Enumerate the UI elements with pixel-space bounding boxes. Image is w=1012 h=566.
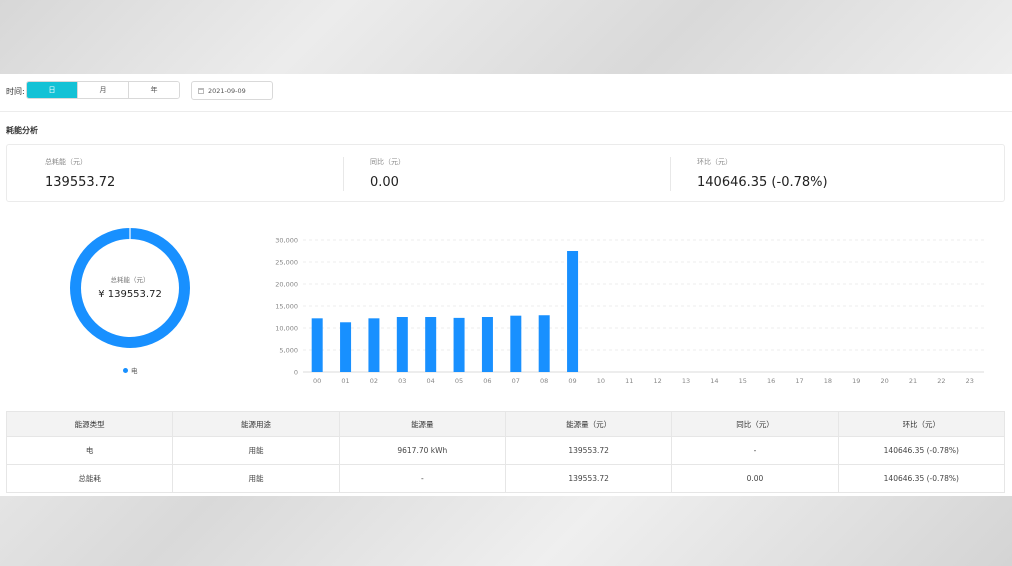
time-label: 时间: <box>6 87 25 96</box>
table-cell: 140646.35 (-0.78%) <box>837 436 1006 465</box>
x-tick-label: 04 <box>427 377 435 385</box>
period-selector: 日 月 年 <box>26 81 180 99</box>
x-tick-label: 14 <box>710 377 718 385</box>
bar[interactable] <box>510 315 522 372</box>
x-tick-label: 22 <box>937 377 945 385</box>
donut-slice <box>70 228 190 348</box>
y-tick-label: 30,000 <box>275 237 298 245</box>
energy-analysis-panel: 时间: 日 月 年 2021-09-09 耗能分析 总耗能（元） 139553.… <box>0 74 1012 496</box>
table-header-row: 能源类型 能源用途 能源量 能源量（元） 同比（元） 环比（元） <box>5 411 1006 437</box>
bar[interactable] <box>311 318 323 372</box>
col-header: 能源用途 <box>172 411 340 437</box>
y-tick-label: 15,000 <box>275 303 298 311</box>
col-header: 能源量（元） <box>504 411 673 437</box>
bar[interactable] <box>453 317 465 372</box>
date-picker[interactable]: 2021-09-09 <box>191 81 273 100</box>
bar[interactable] <box>538 315 550 372</box>
table-cell: 139553.72 <box>504 436 673 465</box>
bar[interactable] <box>340 322 352 372</box>
stat-yoy: 同比（元） 0.00 <box>343 145 670 201</box>
x-tick-label: 11 <box>625 377 633 385</box>
donut-ring <box>70 227 190 348</box>
x-tick-label: 21 <box>909 377 917 385</box>
divider <box>670 157 671 191</box>
x-tick-label: 17 <box>795 377 803 385</box>
hourly-bar-chart: 0 5,000 10,000 15,000 20,000 25,000 30,000 00 01… <box>275 237 984 385</box>
y-tick-label: 20,000 <box>275 281 298 289</box>
table-cell: 0.00 <box>671 464 839 493</box>
table-cell: 总能耗 <box>5 464 174 493</box>
stat-total: 总耗能（元） 139553.72 <box>7 145 340 201</box>
table-cell: - <box>338 464 506 493</box>
x-tick-label: 16 <box>767 377 775 385</box>
bar[interactable] <box>481 317 493 372</box>
x-tick-label: 02 <box>370 377 378 385</box>
donut-chart: 总耗能（元） ¥ 139553.72 <box>68 226 192 350</box>
x-tick-label: 06 <box>483 377 491 385</box>
section-title: 耗能分析 <box>6 126 38 135</box>
x-tick-label: 05 <box>455 377 463 385</box>
stat-value: 139553.72 <box>45 175 116 190</box>
date-value: 2021-09-09 <box>208 86 246 95</box>
donut-legend[interactable]: 电 <box>123 365 138 375</box>
x-tick-label: 13 <box>682 377 690 385</box>
col-header: 能源量 <box>338 411 506 437</box>
bar[interactable] <box>368 318 380 372</box>
stat-mom: 环比（元） 140646.35 (-0.78%) <box>670 145 1004 201</box>
divider <box>343 157 344 191</box>
x-tick-label: 08 <box>540 377 548 385</box>
x-tick-label: 20 <box>881 377 889 385</box>
x-tick-label: 10 <box>597 377 605 385</box>
stat-value: 0.00 <box>370 175 399 190</box>
bar[interactable] <box>396 317 408 372</box>
table-cell: 电 <box>5 436 174 465</box>
table-row: 电 用能 9617.70 kWh 139553.72 - 140646.35 (… <box>5 436 1006 465</box>
donut-center-value: ¥ 139553.72 <box>98 289 162 300</box>
x-tick-label: 01 <box>341 377 349 385</box>
x-tick-label: 00 <box>313 377 321 385</box>
x-tick-label: 09 <box>568 377 576 385</box>
x-tick-label: 07 <box>512 377 520 385</box>
table-cell: 140646.35 (-0.78%) <box>837 464 1006 493</box>
stat-label: 同比（元） <box>370 158 405 166</box>
tab-day[interactable]: 日 <box>27 82 78 98</box>
tab-month[interactable]: 月 <box>78 82 129 98</box>
x-tick-label: 19 <box>852 377 860 385</box>
col-header: 环比（元） <box>837 411 1006 437</box>
x-tick-label: 12 <box>654 377 662 385</box>
table-cell: 用能 <box>172 436 340 465</box>
energy-table: 能源类型 能源用途 能源量 能源量（元） 同比（元） 环比（元） 电 用能 96… <box>5 411 1006 493</box>
y-tick-label: 5,000 <box>279 347 298 355</box>
col-header: 同比（元） <box>671 411 839 437</box>
table-cell: 用能 <box>172 464 340 493</box>
x-tick-label: 15 <box>739 377 747 385</box>
stat-label: 环比（元） <box>697 158 732 166</box>
bar[interactable] <box>425 317 437 372</box>
y-tick-label: 25,000 <box>275 259 298 267</box>
table-cell: 139553.72 <box>504 464 673 493</box>
stats-card: 总耗能（元） 139553.72 同比（元） 0.00 环比（元） 140646… <box>6 144 1005 202</box>
table-cell: 9617.70 kWh <box>338 436 506 465</box>
stat-label: 总耗能（元） <box>45 158 87 166</box>
table-cell: - <box>671 436 839 465</box>
donut-center-label: 总耗能（元） <box>110 276 150 284</box>
legend-label: 电 <box>131 367 138 375</box>
col-header: 能源类型 <box>5 411 174 437</box>
y-tick-label: 10,000 <box>275 325 298 333</box>
x-tick-label: 23 <box>966 377 974 385</box>
table-row: 总能耗 用能 - 139553.72 0.00 140646.35 (-0.78… <box>5 464 1006 493</box>
tab-year[interactable]: 年 <box>129 82 179 98</box>
stat-value: 140646.35 (-0.78%) <box>697 175 828 190</box>
y-tick-label: 0 <box>294 369 298 377</box>
x-tick-label: 18 <box>824 377 832 385</box>
bar[interactable] <box>567 251 579 372</box>
x-tick-label: 03 <box>398 377 406 385</box>
calendar-icon <box>198 87 204 94</box>
legend-dot <box>123 367 128 373</box>
filter-toolbar: 时间: 日 月 年 2021-09-09 <box>0 74 1012 112</box>
